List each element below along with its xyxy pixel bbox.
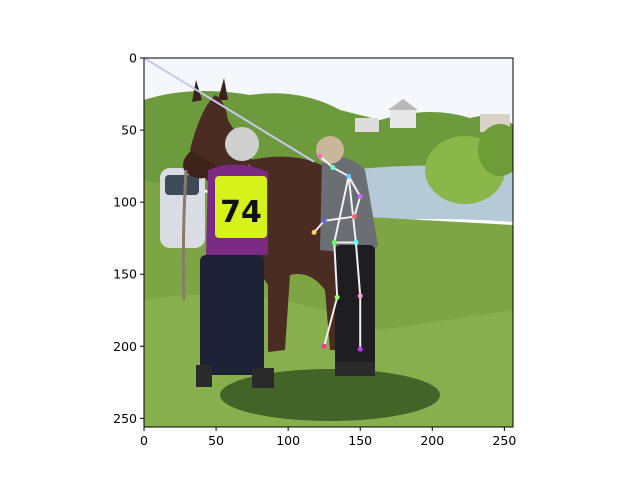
race-bib	[215, 176, 267, 238]
pose-keypoint	[330, 165, 336, 171]
plot-frame	[143, 57, 514, 428]
house	[390, 108, 416, 128]
x-tick-label: 0	[140, 433, 148, 448]
second-person-body	[320, 156, 378, 255]
x-axis: 0 50 100 150 200 250	[140, 427, 516, 448]
x-tick-label: 150	[348, 433, 372, 448]
pose-limb	[347, 175, 362, 197]
pose-keypoint	[321, 343, 327, 349]
pose-keypoint	[357, 193, 363, 199]
photo: 74	[144, 58, 513, 427]
pose-limb	[332, 166, 350, 178]
pose-limb	[354, 242, 362, 296]
second-person-head	[316, 136, 344, 164]
house-roof	[388, 99, 418, 110]
car-window	[165, 175, 199, 195]
pose-limb	[333, 242, 339, 298]
pose-limb	[333, 175, 350, 243]
pose-keypoint	[353, 240, 359, 245]
y-tick-label: 0	[129, 51, 137, 66]
horse-ear	[218, 78, 228, 100]
pose-limb	[313, 220, 325, 234]
pose-limb	[323, 297, 339, 347]
y-tick-label: 250	[113, 411, 137, 426]
y-tick-label: 150	[113, 267, 137, 282]
y-axis: 0 50 100 150 200 250	[113, 51, 144, 426]
house	[355, 118, 379, 132]
shadow	[220, 369, 440, 421]
person-boot	[252, 368, 274, 388]
pose-keypoint	[317, 153, 323, 159]
y-tick-label: 100	[113, 195, 137, 210]
pose-keypoint	[321, 218, 327, 224]
pose-keypoint	[334, 294, 340, 300]
person-legs	[200, 255, 264, 375]
pose-limb	[347, 176, 357, 243]
y-tick-label: 200	[113, 339, 137, 354]
tree	[478, 124, 513, 176]
pose-overlay	[144, 58, 363, 352]
x-tick-label: 100	[276, 433, 300, 448]
second-person-legs	[335, 245, 375, 370]
overlay-line	[144, 58, 315, 163]
pose-keypoint	[351, 214, 357, 220]
pose-limb	[319, 155, 334, 169]
pose-keypoint	[311, 229, 317, 235]
pose-keypoint	[346, 173, 352, 179]
person-head	[225, 127, 259, 161]
x-tick-label: 200	[420, 433, 444, 448]
lead-rope	[181, 169, 188, 301]
person-boot	[196, 365, 212, 387]
second-person-boot	[335, 362, 375, 376]
bib-number: 74	[220, 195, 262, 230]
y-tick-label: 50	[121, 123, 137, 138]
x-tick-label: 50	[208, 433, 224, 448]
pose-keypoint	[331, 240, 337, 245]
pose-keypoint	[357, 293, 363, 299]
x-tick-label: 250	[492, 433, 516, 448]
pose-keypoint	[357, 346, 363, 352]
pose-limb	[353, 196, 362, 217]
